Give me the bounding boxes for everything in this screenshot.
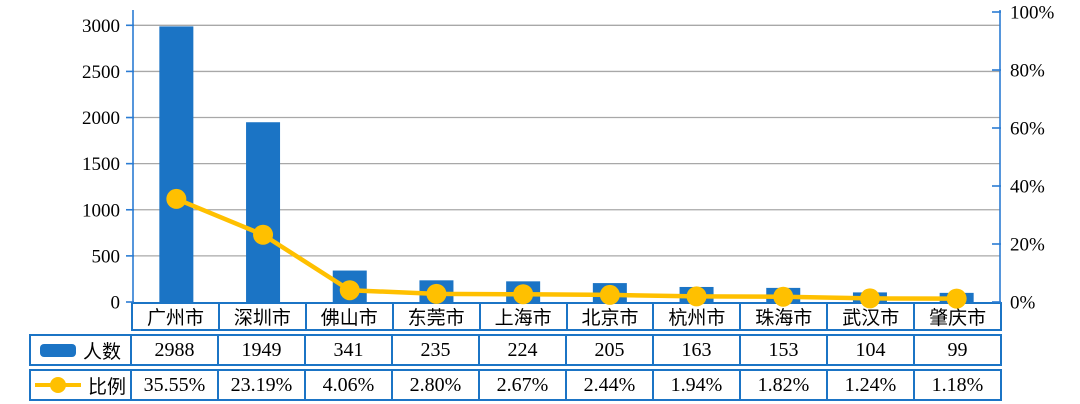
bar-深圳市 — [246, 122, 281, 302]
bar-佛山市 — [332, 270, 367, 302]
bar-杭州市 — [679, 286, 714, 302]
bar-肇庆市 — [939, 292, 974, 302]
table-cell-city: 上海市 — [478, 304, 566, 329]
table-cell-city: 珠海市 — [739, 304, 826, 329]
left-axis-tick-label: 1500 — [82, 154, 120, 175]
right-axis-tick-label: 0% — [1010, 293, 1036, 314]
table-cell-ratio-value: 2.44% — [565, 371, 652, 399]
bar-北京市 — [592, 283, 627, 302]
table-cell-ratio-value: 4.06% — [304, 371, 391, 399]
ratio-marker-东莞市 — [426, 283, 447, 304]
table-row-ratio: 比例 35.55% 23.19% 4.06% 2.80% 2.67% 2.44% 1.94%… — [29, 369, 1002, 401]
table-cell-city: 广州市 — [146, 308, 204, 329]
table-cell-people-value: 205 — [565, 336, 652, 364]
ratio-marker-佛山市 — [339, 280, 360, 301]
table-row-people-count: 人数 2988 1949 341 235 224 205 163 153 104 99 — [29, 334, 1002, 366]
left-axis-tick-label: 2000 — [82, 108, 120, 129]
table-cell-ratio-value: 1.82% — [739, 371, 826, 399]
table-cell-city: 佛山市 — [304, 304, 392, 329]
table-cell-city: 东莞市 — [391, 304, 479, 329]
table-cell-people-value: 341 — [304, 336, 391, 364]
bar-珠海市 — [766, 287, 801, 302]
ratio-line — [175, 196, 957, 301]
table-cell-people-value: 1949 — [217, 336, 304, 364]
table-cell-ratio-value: 1.18% — [913, 371, 1000, 399]
right-axis-tick-label: 100% — [1010, 3, 1055, 24]
table-cell-people-value: 2988 — [130, 336, 217, 364]
right-axis-tick-label: 40% — [1010, 177, 1045, 198]
table-cell-ratio-value: 2.67% — [478, 371, 565, 399]
table-cell-people-value: 104 — [826, 336, 913, 364]
legend-label-ratio: 比例 — [87, 376, 126, 398]
table-cell-people-value: 224 — [478, 336, 565, 364]
table-cell-people-value: 235 — [391, 336, 478, 364]
ratio-marker-广州市 — [166, 188, 187, 209]
table-cell-ratio-value: 35.55% — [130, 371, 217, 399]
table-cell-city: 深圳市 — [217, 304, 305, 329]
left-axis-tick-label: 0 — [111, 293, 121, 314]
line-series-swatch-icon — [34, 377, 81, 393]
ratio-marker-深圳市 — [253, 224, 274, 245]
table-cell-people-value: 153 — [739, 336, 826, 364]
table-header-row-cities: 广州市 深圳市 佛山市 东莞市 上海市 北京市 杭州市 珠海市 武汉市 肇庆市 — [131, 302, 1002, 331]
legend-item-ratio: 比例 — [31, 371, 130, 399]
table-cell-ratio-value: 1.24% — [826, 371, 913, 399]
bar-武汉市 — [852, 292, 887, 302]
bar-东莞市 — [419, 280, 454, 302]
legend-label-people: 人数 — [82, 341, 121, 363]
bar-上海市 — [506, 281, 541, 302]
table-cell-people-value: 99 — [913, 336, 1000, 364]
table-cell-ratio-value: 23.19% — [217, 371, 304, 399]
left-axis-tick-label: 2500 — [82, 62, 120, 83]
table-cell-city: 武汉市 — [826, 304, 913, 329]
left-axis-tick-label: 500 — [92, 246, 121, 267]
bar-广州市 — [159, 26, 194, 302]
legend-item-people: 人数 — [31, 336, 130, 364]
right-axis-tick-label: 20% — [1010, 235, 1045, 256]
table-cell-city: 杭州市 — [652, 304, 739, 329]
bar-series-swatch-icon — [39, 343, 76, 357]
left-axis-tick-label: 3000 — [82, 16, 120, 37]
table-cell-city: 肇庆市 — [913, 304, 1000, 329]
left-axis-tick-label: 1000 — [82, 200, 120, 221]
table-cell-ratio-value: 1.94% — [652, 371, 739, 399]
table-cell-city: 北京市 — [565, 304, 653, 329]
right-axis-tick-label: 60% — [1010, 119, 1045, 140]
right-axis-tick-label: 80% — [1010, 61, 1045, 82]
table-cell-ratio-value: 2.80% — [391, 371, 478, 399]
table-cell-people-value: 163 — [652, 336, 739, 364]
